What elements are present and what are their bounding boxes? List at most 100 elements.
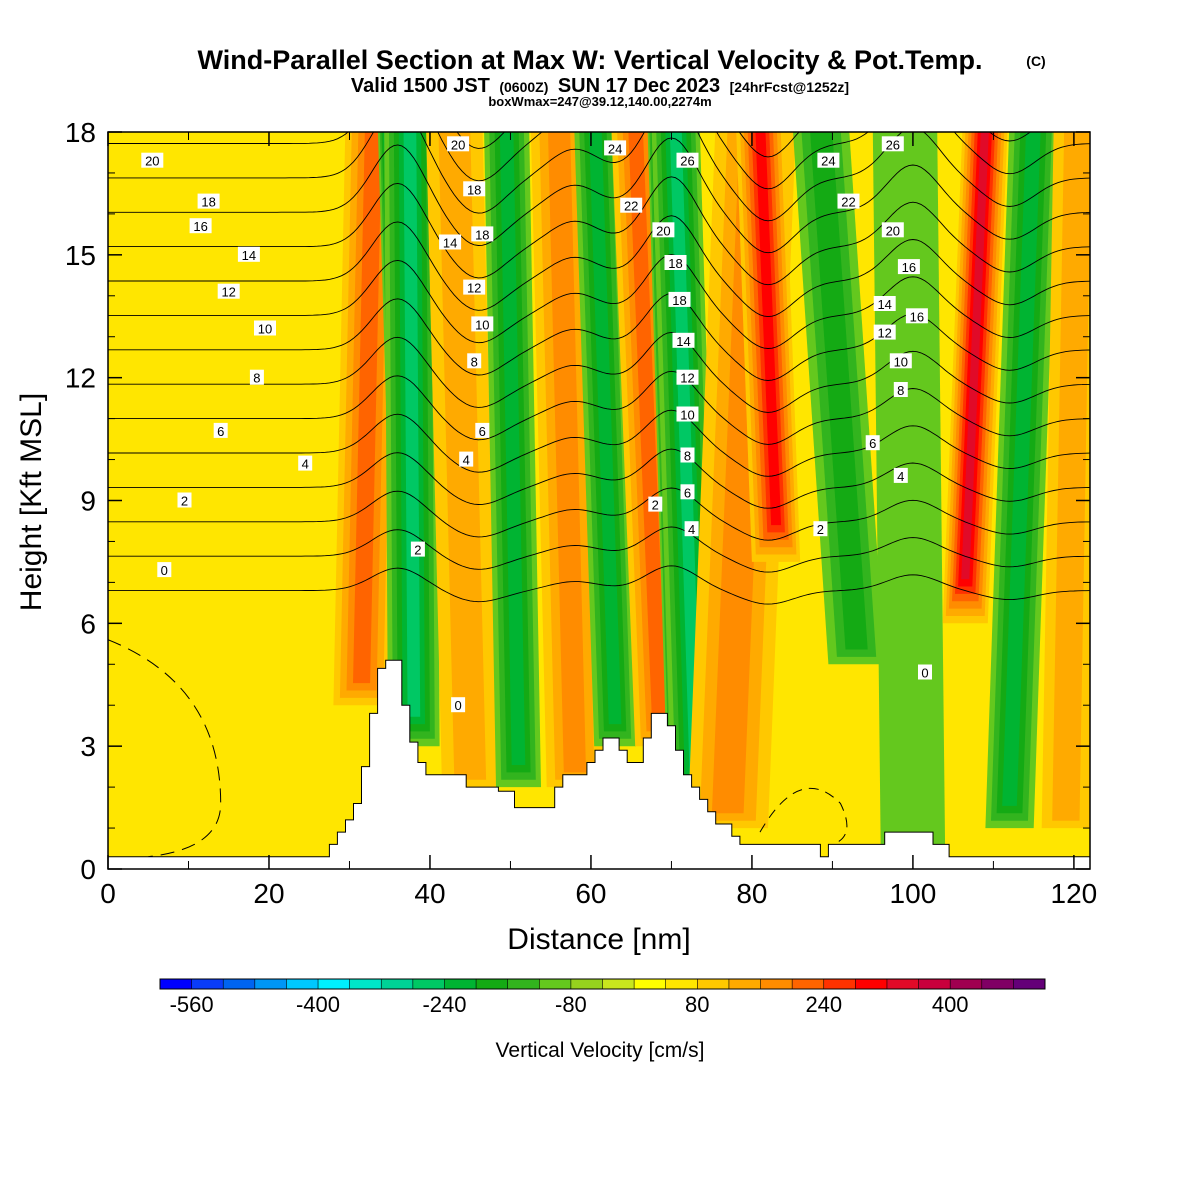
x-tick-label: 120 [1051, 878, 1098, 909]
contour-label-text: 2 [817, 522, 824, 537]
colorbar-tick-label: 240 [805, 992, 842, 1017]
contour-label-text: 18 [201, 195, 215, 210]
colorbar-tick-label: 80 [685, 992, 709, 1017]
contour-label-text: 10 [258, 322, 272, 337]
contour-label-text: 24 [608, 141, 622, 156]
contour-label-text: 18 [672, 293, 686, 308]
contour-label: 10 [254, 320, 276, 337]
colorbar-swatch [349, 979, 382, 989]
y-axis-label: Height [Kft MSL] [15, 393, 48, 611]
contour-label: 2 [177, 492, 192, 509]
theta-contour-2 [108, 526, 1090, 573]
theta-contour-20 [108, 176, 1090, 286]
theta-contour-12 [108, 331, 1090, 413]
contour-label-text: 2 [652, 498, 659, 513]
theta-contour-10 [108, 370, 1090, 445]
colorbar-label: Vertical Velocity [cm/s] [496, 1039, 705, 1062]
contour-label: 6 [475, 422, 490, 439]
contour-label-text: 0 [454, 698, 461, 713]
contour-label: 10 [676, 406, 699, 423]
contour-label: 10 [471, 316, 494, 332]
colorbar-swatch [254, 979, 287, 989]
contour-label-text: 4 [302, 457, 309, 472]
velocity-band-16-level-3 [1002, 132, 1041, 806]
contour-label: 0 [451, 697, 466, 713]
contour-label: 14 [237, 246, 260, 263]
contour-label-text: 12 [221, 285, 235, 300]
colorbar-swatch [381, 979, 414, 989]
contour-label-text: 24 [821, 154, 835, 169]
contour-label-text: 14 [242, 248, 256, 263]
contour-label: 2 [813, 521, 828, 537]
contour-label: 12 [676, 369, 699, 386]
colorbar-swatch [918, 979, 951, 989]
contour-label: 8 [893, 382, 908, 398]
velocity-band-12-level-5 [755, 132, 782, 526]
contour-label-text: 12 [467, 281, 481, 296]
contour-label-text: 20 [145, 154, 159, 169]
contour-label: 14 [672, 332, 695, 349]
contour-label: 20 [447, 136, 470, 152]
contour-label-text: 12 [877, 326, 891, 341]
contour-label-text: 22 [841, 195, 855, 210]
colorbar: -560 -400 -240 -80 80 240 400 [159, 978, 1046, 1017]
plot-area: 2018161412108642020181814121086420242220… [108, 132, 1090, 869]
contour-label: 18 [463, 181, 486, 197]
contour-label-text: 4 [688, 522, 695, 537]
contour-label: 18 [471, 226, 494, 242]
contour-label-text: 4 [897, 469, 904, 484]
colorbar-swatch [886, 979, 919, 989]
theta-contour-dashed-left [108, 639, 222, 858]
contour-label: 18 [668, 291, 691, 308]
theta-contour-16 [108, 254, 1090, 349]
contour-label: 4 [459, 451, 474, 468]
contour-label: 12 [873, 324, 896, 341]
theta-contour-4 [108, 487, 1090, 541]
chart-title: Wind-Parallel Section at Max W: Vertical… [198, 45, 983, 75]
contour-label: 26 [881, 136, 904, 152]
contour-label: 26 [676, 152, 699, 169]
colorbar-swatch [286, 979, 319, 989]
colorbar-swatch [634, 979, 667, 989]
contour-label: 16 [905, 308, 928, 324]
terrain [108, 659, 1090, 869]
contour-label-text: 22 [624, 199, 638, 214]
contour-label-text: 8 [897, 383, 904, 398]
y-tick-label: 0 [80, 854, 96, 885]
contour-label: 14 [439, 234, 462, 251]
velocity-band-3-level-4 [403, 132, 421, 717]
contour-label: 0 [918, 664, 932, 681]
colorbar-swatch [728, 979, 761, 989]
velocity-band-5-level-3 [499, 132, 526, 765]
contour-label-text: 2 [414, 543, 421, 558]
contour-label: 2 [648, 496, 663, 513]
contour-label-text: 14 [676, 334, 690, 349]
contour-label: 4 [684, 521, 699, 537]
colorbar-swatch [539, 979, 572, 989]
contour-label: 6 [213, 422, 228, 439]
contour-label-text: 16 [902, 260, 916, 275]
colorbar-swatch [823, 979, 856, 989]
contour-label: 22 [837, 193, 860, 210]
contour-label-text: 8 [684, 449, 691, 464]
chart-title-mark: (C) [1026, 53, 1045, 69]
contour-label-text: 10 [475, 317, 489, 332]
colorbar-swatch [665, 979, 698, 989]
contour-label-text: 8 [253, 371, 260, 386]
contour-label-text: 0 [161, 563, 168, 578]
x-tick-label: 0 [100, 878, 116, 909]
contour-label-text: 20 [451, 137, 465, 152]
colorbar-swatch [981, 979, 1014, 989]
theta-contour-8 [108, 409, 1090, 477]
contour-label-text: 18 [475, 227, 489, 242]
subtitle-forecast: [24hrFcst@1252z] [730, 79, 849, 95]
contour-label-text: 26 [680, 154, 694, 169]
y-tick-label: 9 [80, 486, 96, 517]
contour-label-text: 18 [467, 182, 481, 197]
colorbar-swatch [318, 979, 351, 989]
y-tick-label: 18 [65, 117, 96, 148]
colorbar-swatch [602, 979, 635, 989]
contour-label-text: 6 [684, 485, 691, 500]
colorbar-tick-label: -80 [555, 992, 587, 1017]
